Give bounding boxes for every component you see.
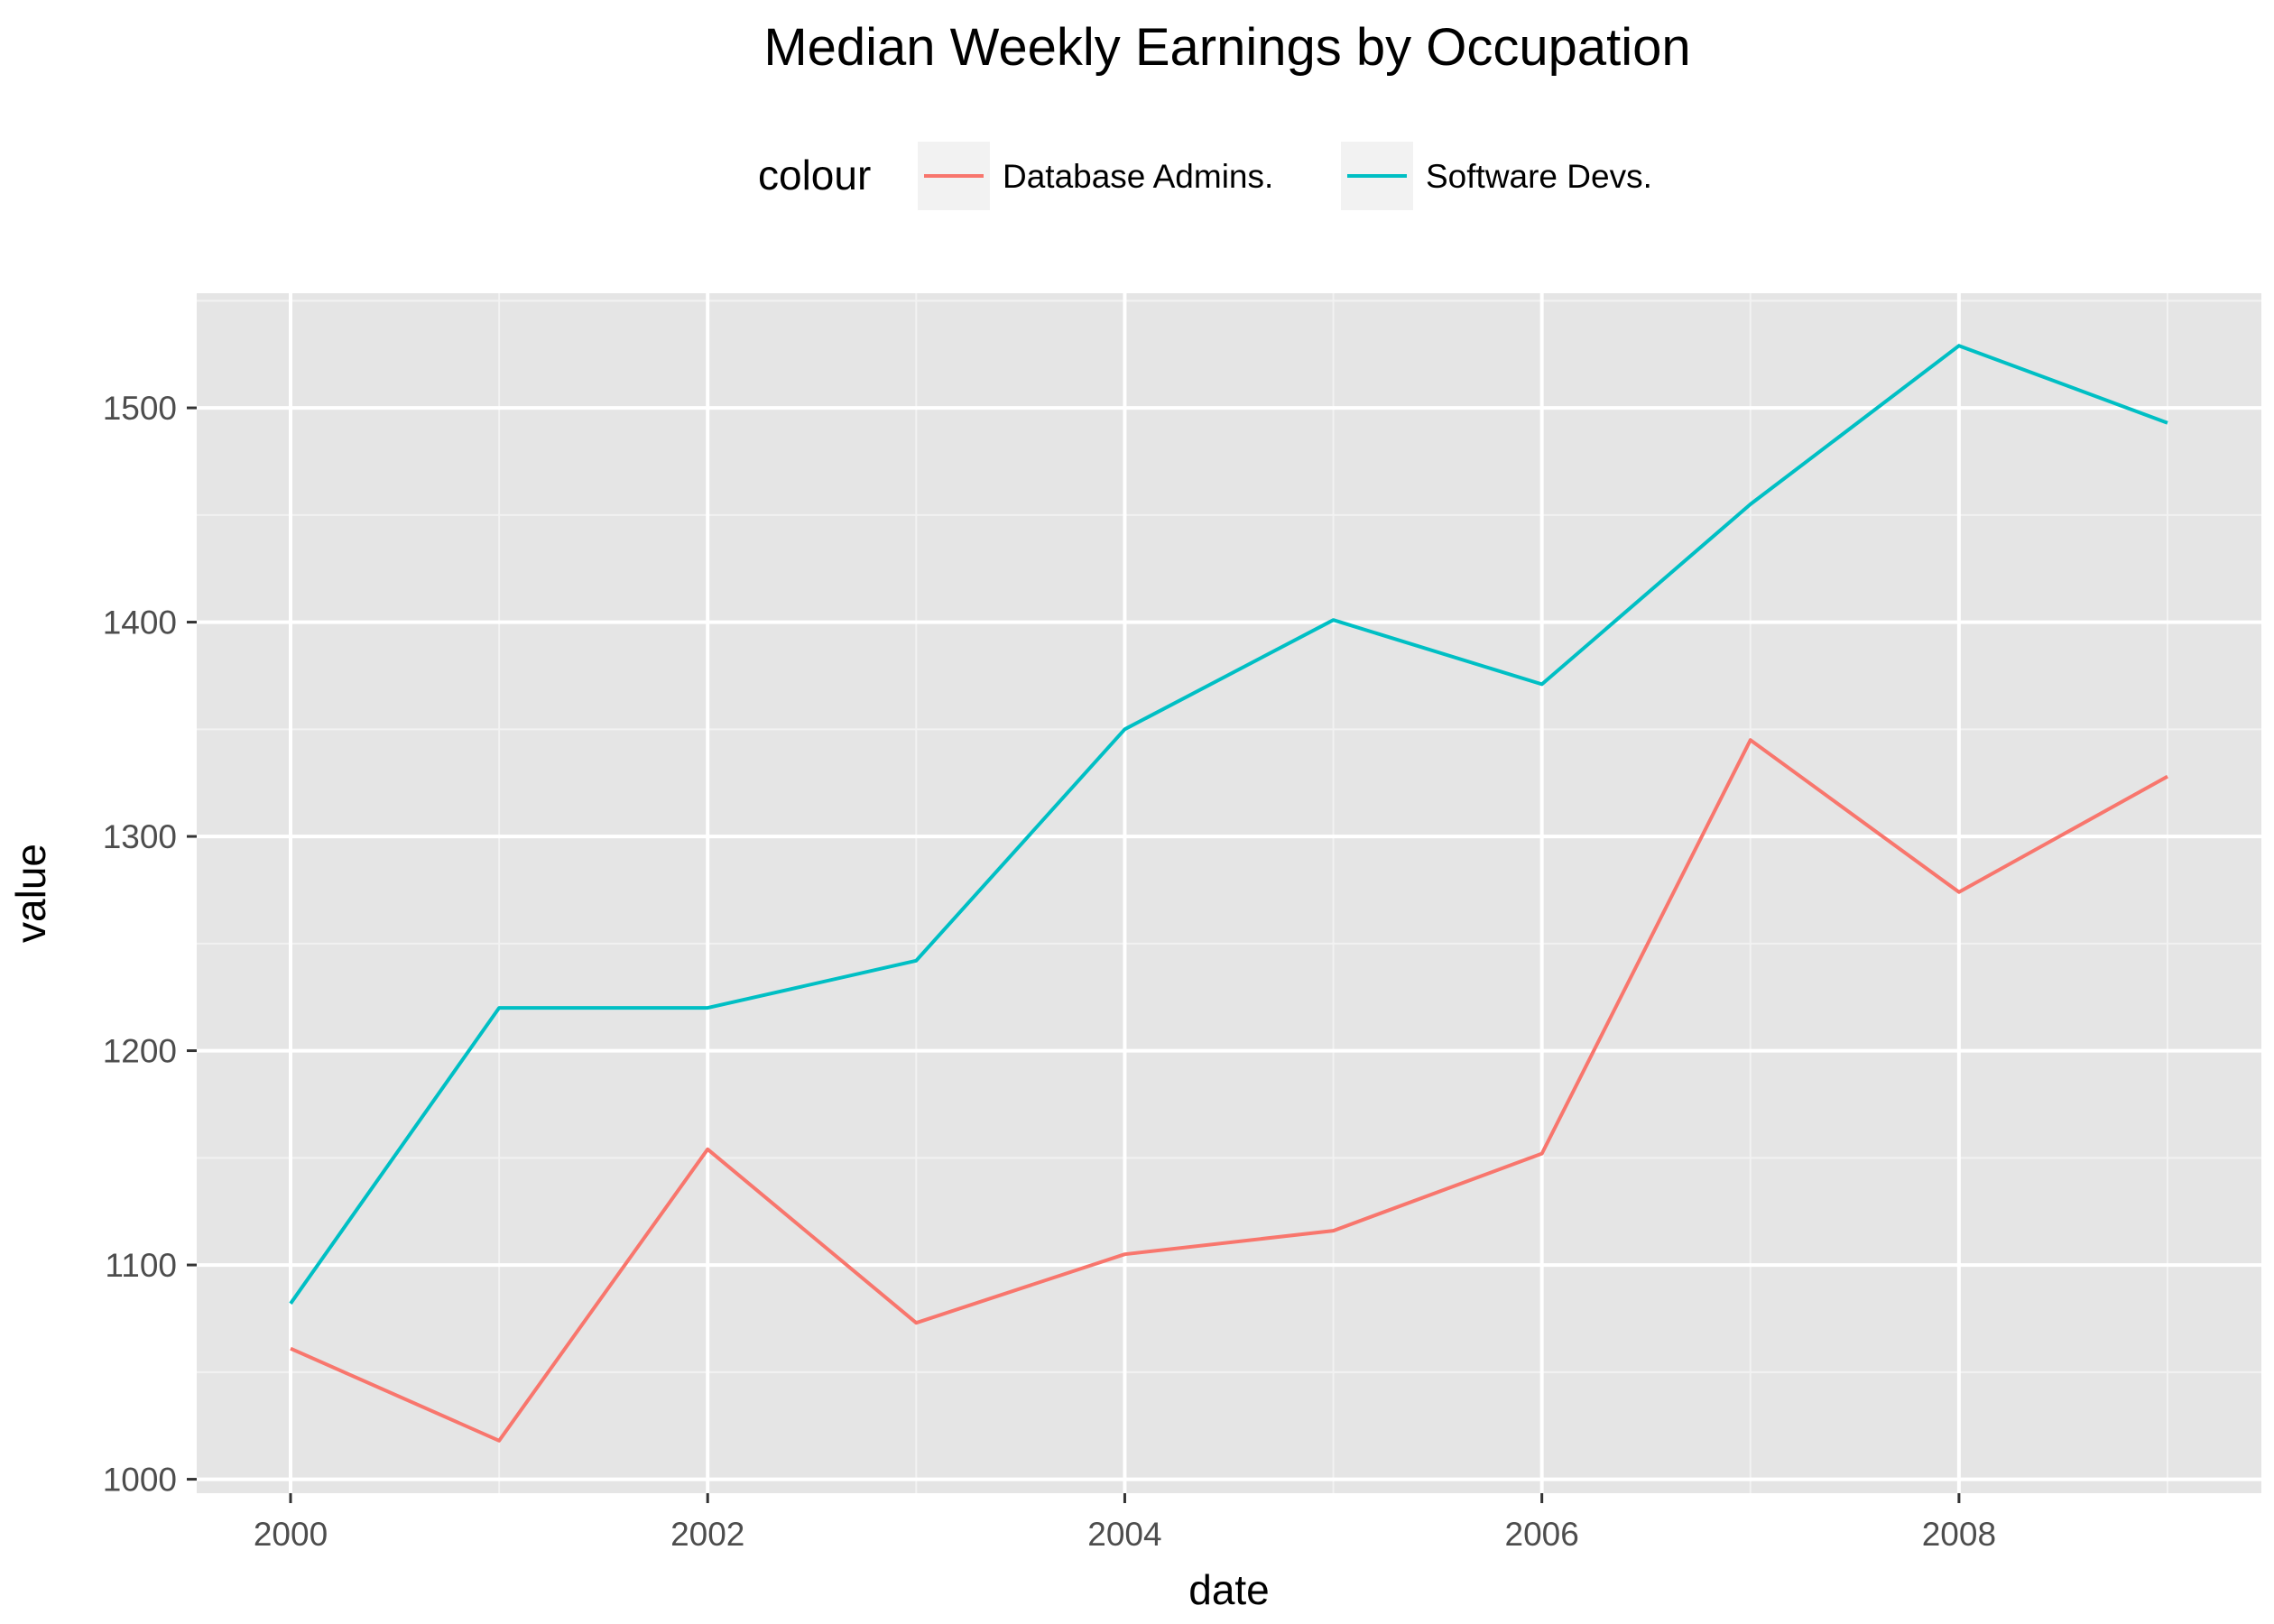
y-tick-label: 1200 bbox=[103, 1033, 177, 1070]
axis-ticks bbox=[187, 406, 1961, 1503]
x-tick-label: 2008 bbox=[1922, 1516, 1996, 1553]
series-line-database-admins bbox=[290, 738, 2168, 1443]
x-axis-tick-labels: 2000 2002 2004 2006 2008 bbox=[254, 1516, 1996, 1553]
x-axis-title: date bbox=[1188, 1566, 1270, 1613]
grid-major bbox=[197, 293, 2261, 1493]
x-tick-label: 2000 bbox=[254, 1516, 328, 1553]
legend-label-software-devs: Software Devs. bbox=[1426, 158, 1652, 195]
y-tick-label: 1300 bbox=[103, 818, 177, 855]
y-tick-label: 1500 bbox=[103, 390, 177, 427]
y-tick-label: 1400 bbox=[103, 604, 177, 641]
x-tick-label: 2006 bbox=[1505, 1516, 1579, 1553]
y-axis-tick-labels: 1000 1100 1200 1300 1400 1500 bbox=[103, 390, 177, 1499]
series-lines bbox=[289, 344, 2168, 1443]
y-tick-label: 1100 bbox=[105, 1247, 177, 1284]
y-tick-label: 1000 bbox=[103, 1462, 177, 1499]
legend-title: colour bbox=[758, 152, 871, 198]
chart-title: Median Weekly Earnings by Occupation bbox=[763, 18, 1690, 77]
x-tick-label: 2004 bbox=[1087, 1516, 1161, 1553]
x-tick-label: 2002 bbox=[670, 1516, 744, 1553]
grid-minor bbox=[197, 293, 2261, 1493]
legend-label-database-admins: Database Admins. bbox=[1003, 158, 1273, 195]
plot-panel bbox=[197, 293, 2261, 1493]
series-line-software-devs bbox=[289, 344, 2168, 1305]
legend: colour Database Admins. Software Devs. bbox=[758, 142, 1652, 210]
y-axis-title: value bbox=[7, 844, 54, 943]
